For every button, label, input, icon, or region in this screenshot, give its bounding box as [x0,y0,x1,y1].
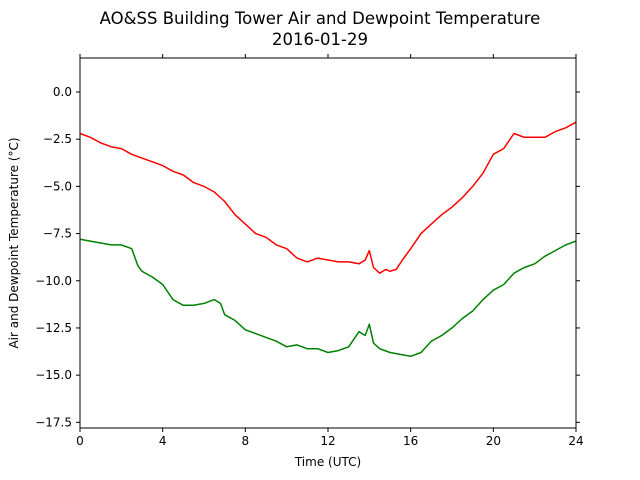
y-axis-label: Air and Dewpoint Temperature (°C) [7,137,21,348]
y-tick-label-3: −7.5 [43,227,72,241]
y-tick-label-4: −10.0 [35,274,72,288]
y-tick-label-1: −2.5 [43,132,72,146]
x-tick-label-2: 8 [242,434,250,448]
x-axis-label: Time (UTC) [294,455,361,469]
x-tick-label-4: 16 [403,434,418,448]
y-axis-ticks: 0.0 −2.5 −5.0 −7.5 −10.0 −12.5 −15.0 −17.5 [35,85,580,429]
x-tick-label-6: 24 [568,434,583,448]
plot-lines [79,121,577,358]
series-line-0 [79,121,577,274]
plot-frame [79,57,577,429]
x-tick-label-5: 20 [486,434,501,448]
series-line-1 [79,238,577,358]
x-axis-ticks: 0 4 8 12 16 20 24 [76,54,584,448]
x-tick-label-0: 0 [76,434,84,448]
y-tick-label-7: −17.5 [35,415,72,429]
y-tick-label-5: −12.5 [35,321,72,335]
x-tick-label-3: 12 [320,434,335,448]
chart-subtitle: 2016-01-29 [272,30,368,49]
y-tick-label-6: −15.0 [35,368,72,382]
x-tick-label-1: 4 [159,434,167,448]
y-tick-label-0: 0.0 [53,85,72,99]
y-tick-label-2: −5.0 [43,179,72,193]
chart-title: AO&SS Building Tower Air and Dewpoint Te… [100,9,541,28]
